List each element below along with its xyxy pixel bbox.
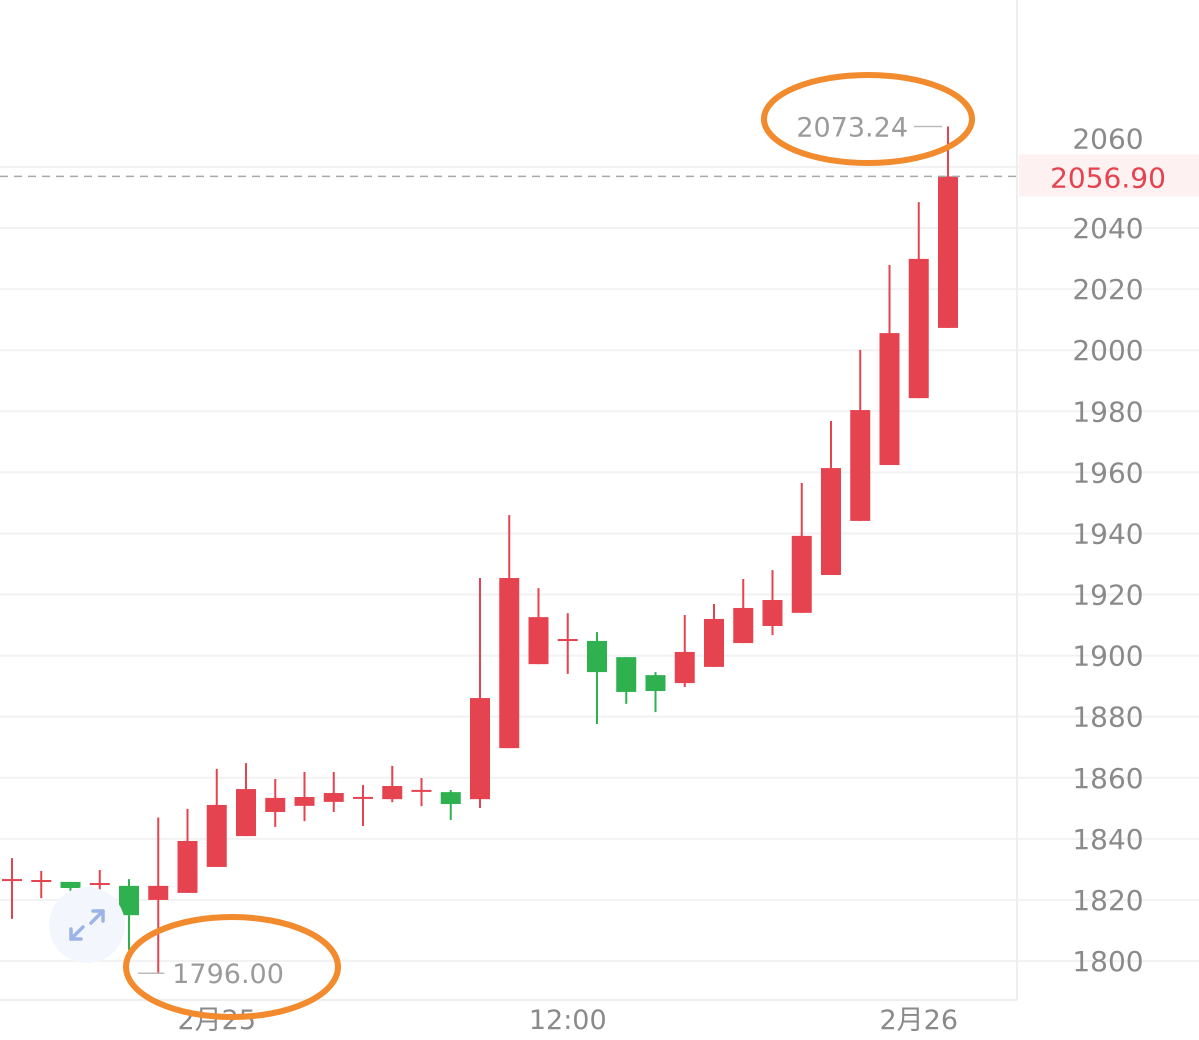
current-price-line: 2056.90 [0, 154, 1199, 197]
candle-body [704, 618, 724, 667]
min-marker-label: 1796.00 [172, 959, 284, 990]
y-tick-label: 1900 [1072, 640, 1143, 673]
candle-body [674, 651, 695, 684]
candle-body [60, 881, 81, 889]
candle-body [645, 675, 666, 692]
y-tick-label: 1980 [1072, 395, 1143, 428]
candle-body [762, 600, 783, 626]
candle-body [89, 883, 110, 886]
candle-body [382, 786, 403, 800]
annotation-ellipses [123, 72, 975, 1020]
candle-body [236, 789, 256, 837]
candle-body [528, 617, 549, 665]
y-tick-label: 2000 [1072, 334, 1143, 367]
y-tick-label: 2040 [1072, 212, 1143, 245]
candle-body [557, 639, 578, 642]
candle-body [908, 258, 929, 399]
y-tick-label: 1860 [1072, 762, 1143, 795]
candle-body [119, 885, 139, 916]
current-price-tag-bg [1019, 154, 1199, 197]
x-tick-label: 2月26 [879, 1005, 958, 1036]
candle-body [31, 879, 52, 882]
max-annotation-ellipse [761, 72, 975, 166]
y-tick-label: 1820 [1072, 884, 1143, 917]
current-price-label: 2056.90 [1050, 161, 1166, 194]
candle-body [733, 607, 754, 644]
extreme-markers: 2073.24 1796.00 [138, 113, 942, 990]
candle-body [2, 879, 22, 882]
candle-body [148, 885, 169, 900]
candle-body [879, 333, 900, 466]
candle-body [470, 698, 490, 800]
expand-arrows-icon[interactable] [49, 887, 125, 963]
candle-body [323, 793, 344, 802]
y-tick-label: 1840 [1072, 823, 1143, 856]
candle-body [206, 804, 227, 867]
y-tick-label: 1920 [1072, 579, 1143, 612]
y-tick-label: 2020 [1072, 273, 1143, 306]
candle-body [177, 840, 198, 893]
candles [2, 126, 958, 974]
max-marker-label: 2073.24 [796, 113, 908, 144]
min-annotation-ellipse [123, 914, 341, 1020]
candle-body [791, 535, 812, 613]
x-axis-ticks: 2月25 12:00 2月26 [177, 1005, 958, 1036]
candle-body [821, 468, 841, 575]
candle-body [440, 792, 461, 805]
candle-body [353, 796, 373, 799]
y-axis-ticks: 1800 1820 1840 1860 1880 1900 1920 1940 1960 1980… [1072, 122, 1143, 978]
y-tick-label: 2060 [1072, 122, 1143, 155]
x-tick-label: 12:00 [529, 1005, 607, 1036]
candle-body [294, 797, 315, 806]
candle-body [411, 789, 432, 792]
y-tick-label: 1880 [1072, 701, 1143, 734]
x-tick-label: 2月25 [177, 1005, 256, 1036]
candle-body [265, 797, 286, 812]
y-tick-label: 1800 [1072, 945, 1143, 978]
y-tick-label: 1960 [1072, 456, 1143, 489]
candle-body [938, 176, 958, 328]
candle-body [616, 657, 637, 692]
candle-body [850, 410, 871, 521]
candle-body [587, 640, 607, 673]
candle-body [499, 578, 520, 749]
y-tick-label: 1940 [1072, 517, 1143, 550]
